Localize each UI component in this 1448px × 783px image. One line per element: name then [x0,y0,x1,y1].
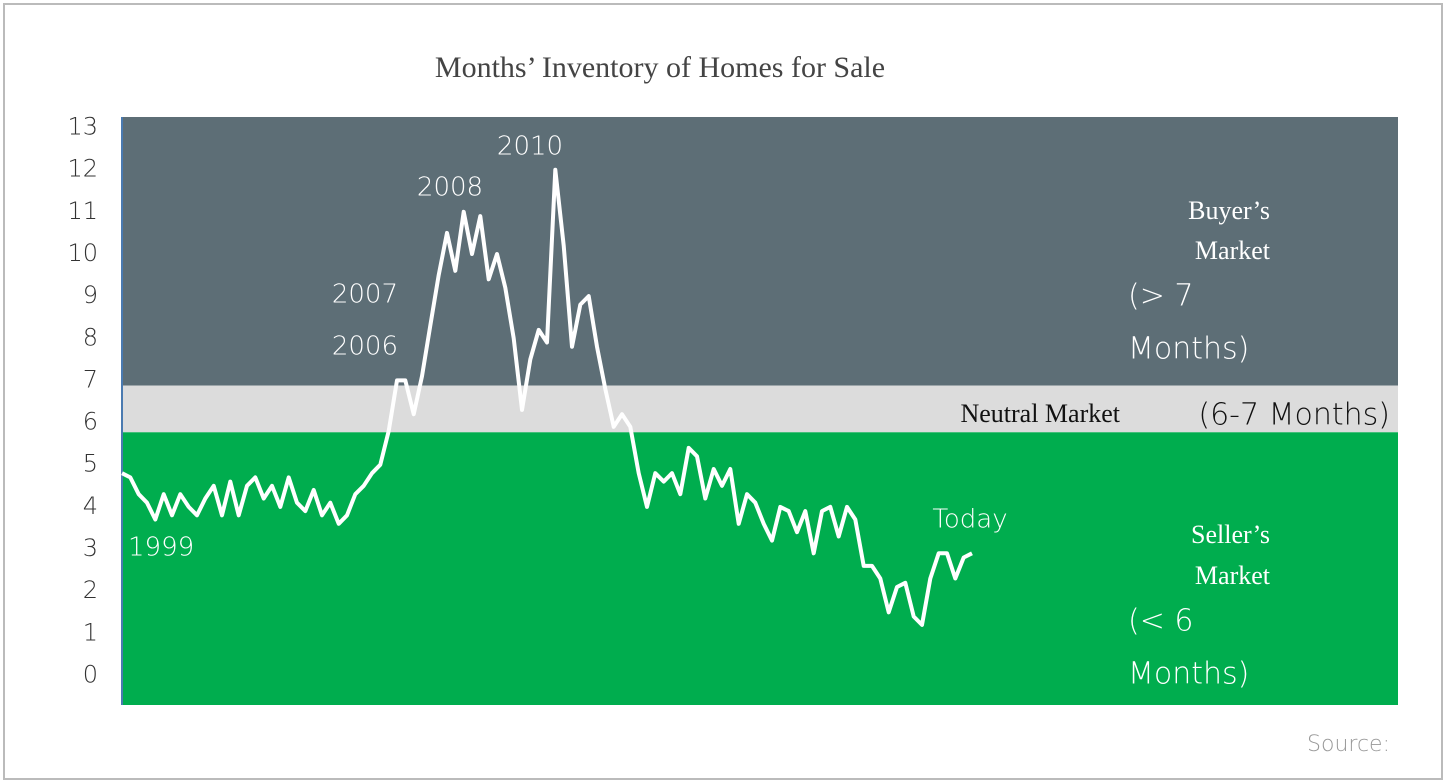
annotation: 2006 [332,332,398,362]
y-tick-label: 13 [67,113,98,141]
band [122,385,1398,433]
y-tick-label: 8 [83,323,98,351]
band-label: Market [1195,561,1271,590]
line [121,167,973,627]
y-tick-label: 4 [83,492,98,520]
y-tick-label: 12 [67,155,98,183]
band-label: Neutral Market [960,399,1120,428]
band-label: Market [1195,236,1271,265]
annotation: 2007 [332,280,398,310]
band-note: Months) [1128,657,1249,692]
annotation: 1999 [128,533,194,563]
y-tick-label: 10 [67,239,98,267]
y-tick-label: 2 [83,576,98,604]
band-note: (< 6 [1128,604,1193,639]
y-tick-label: 11 [67,197,98,225]
band-label: Seller’s [1191,520,1270,549]
y-tick-label: 1 [83,618,98,646]
band-note: (6-7 Months) [1198,398,1390,433]
y-tick-label: 9 [83,281,98,309]
y-tick-label: 6 [83,408,98,436]
annotation: 2008 [417,173,483,203]
band [122,432,1398,705]
y-tick-label: 7 [83,365,98,393]
band-label: Buyer’s [1188,196,1270,225]
y-tick-label: 0 [83,660,98,688]
chart-title: Months’ Inventory of Homes for Sale [435,51,885,84]
band-note: (> 7 [1128,279,1193,314]
y-tick-label: 3 [83,534,98,562]
band [122,117,1398,386]
band-note: Months) [1128,332,1249,367]
y-tick-label: 5 [83,450,98,478]
annotation: 2010 [497,132,563,162]
source: Source: [1307,732,1390,757]
annotation: Today [932,505,1007,535]
